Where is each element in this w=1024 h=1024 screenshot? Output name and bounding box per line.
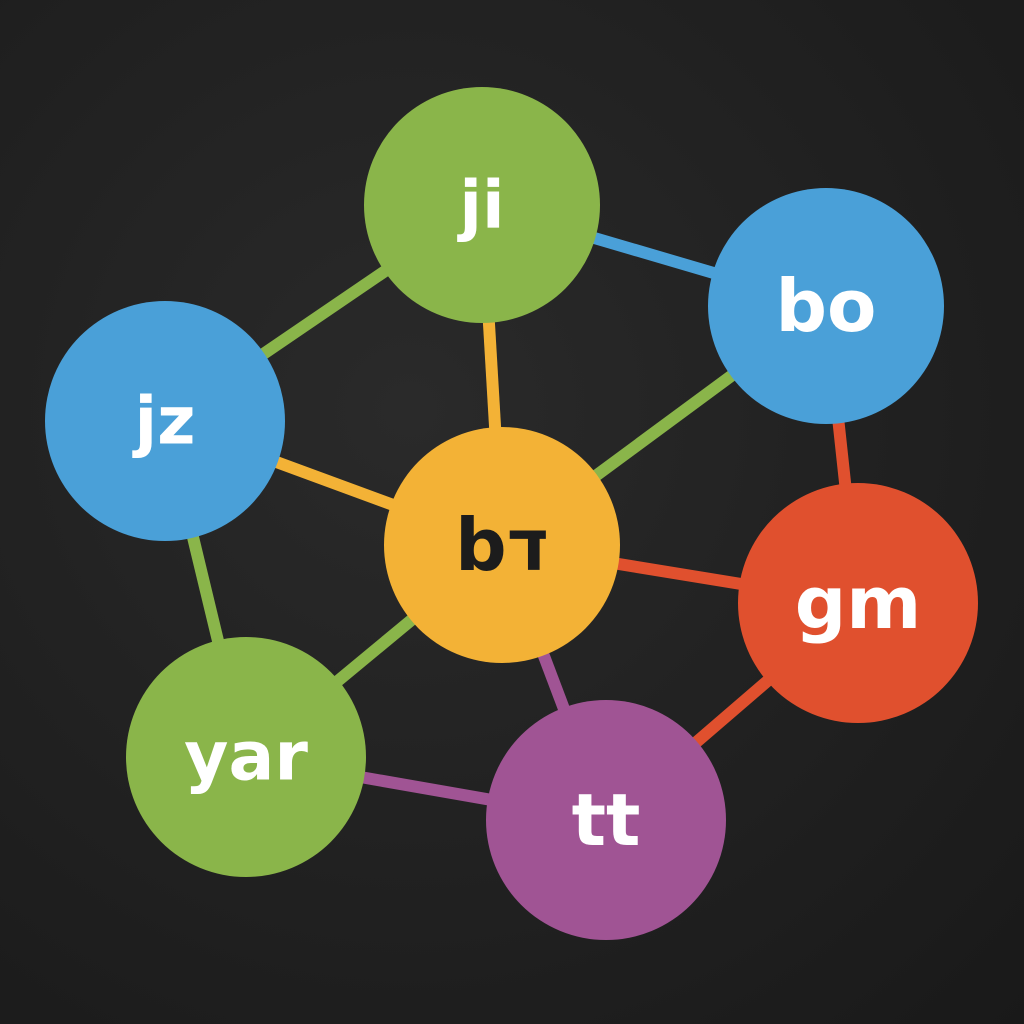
node-label-tt: tt	[572, 778, 641, 862]
node-circle-ji	[364, 87, 600, 323]
node-b7[interactable]: bד	[384, 427, 620, 663]
node-bo[interactable]: bo	[708, 188, 944, 424]
node-circle-gm	[738, 483, 978, 723]
node-circle-yar	[126, 637, 366, 877]
node-jz[interactable]: jz	[45, 301, 285, 541]
node-circle-tt	[486, 700, 726, 940]
node-circle-bo	[708, 188, 944, 424]
node-tt[interactable]: tt	[486, 700, 726, 940]
node-yar[interactable]: yar	[126, 637, 366, 877]
node-circle-b7	[384, 427, 620, 663]
node-label-gm: gm	[795, 561, 922, 645]
node-gm[interactable]: gm	[738, 483, 978, 723]
node-label-ji: ji	[456, 167, 504, 244]
node-label-yar: yar	[184, 718, 308, 797]
nodes-layer: ji bo jz bד gm yar tt	[45, 87, 978, 940]
node-ji[interactable]: ji	[364, 87, 600, 323]
node-circle-jz	[45, 301, 285, 541]
node-label-bo: bo	[775, 264, 876, 348]
node-label-b7: bד	[455, 503, 549, 587]
node-label-jz: jz	[131, 383, 195, 460]
